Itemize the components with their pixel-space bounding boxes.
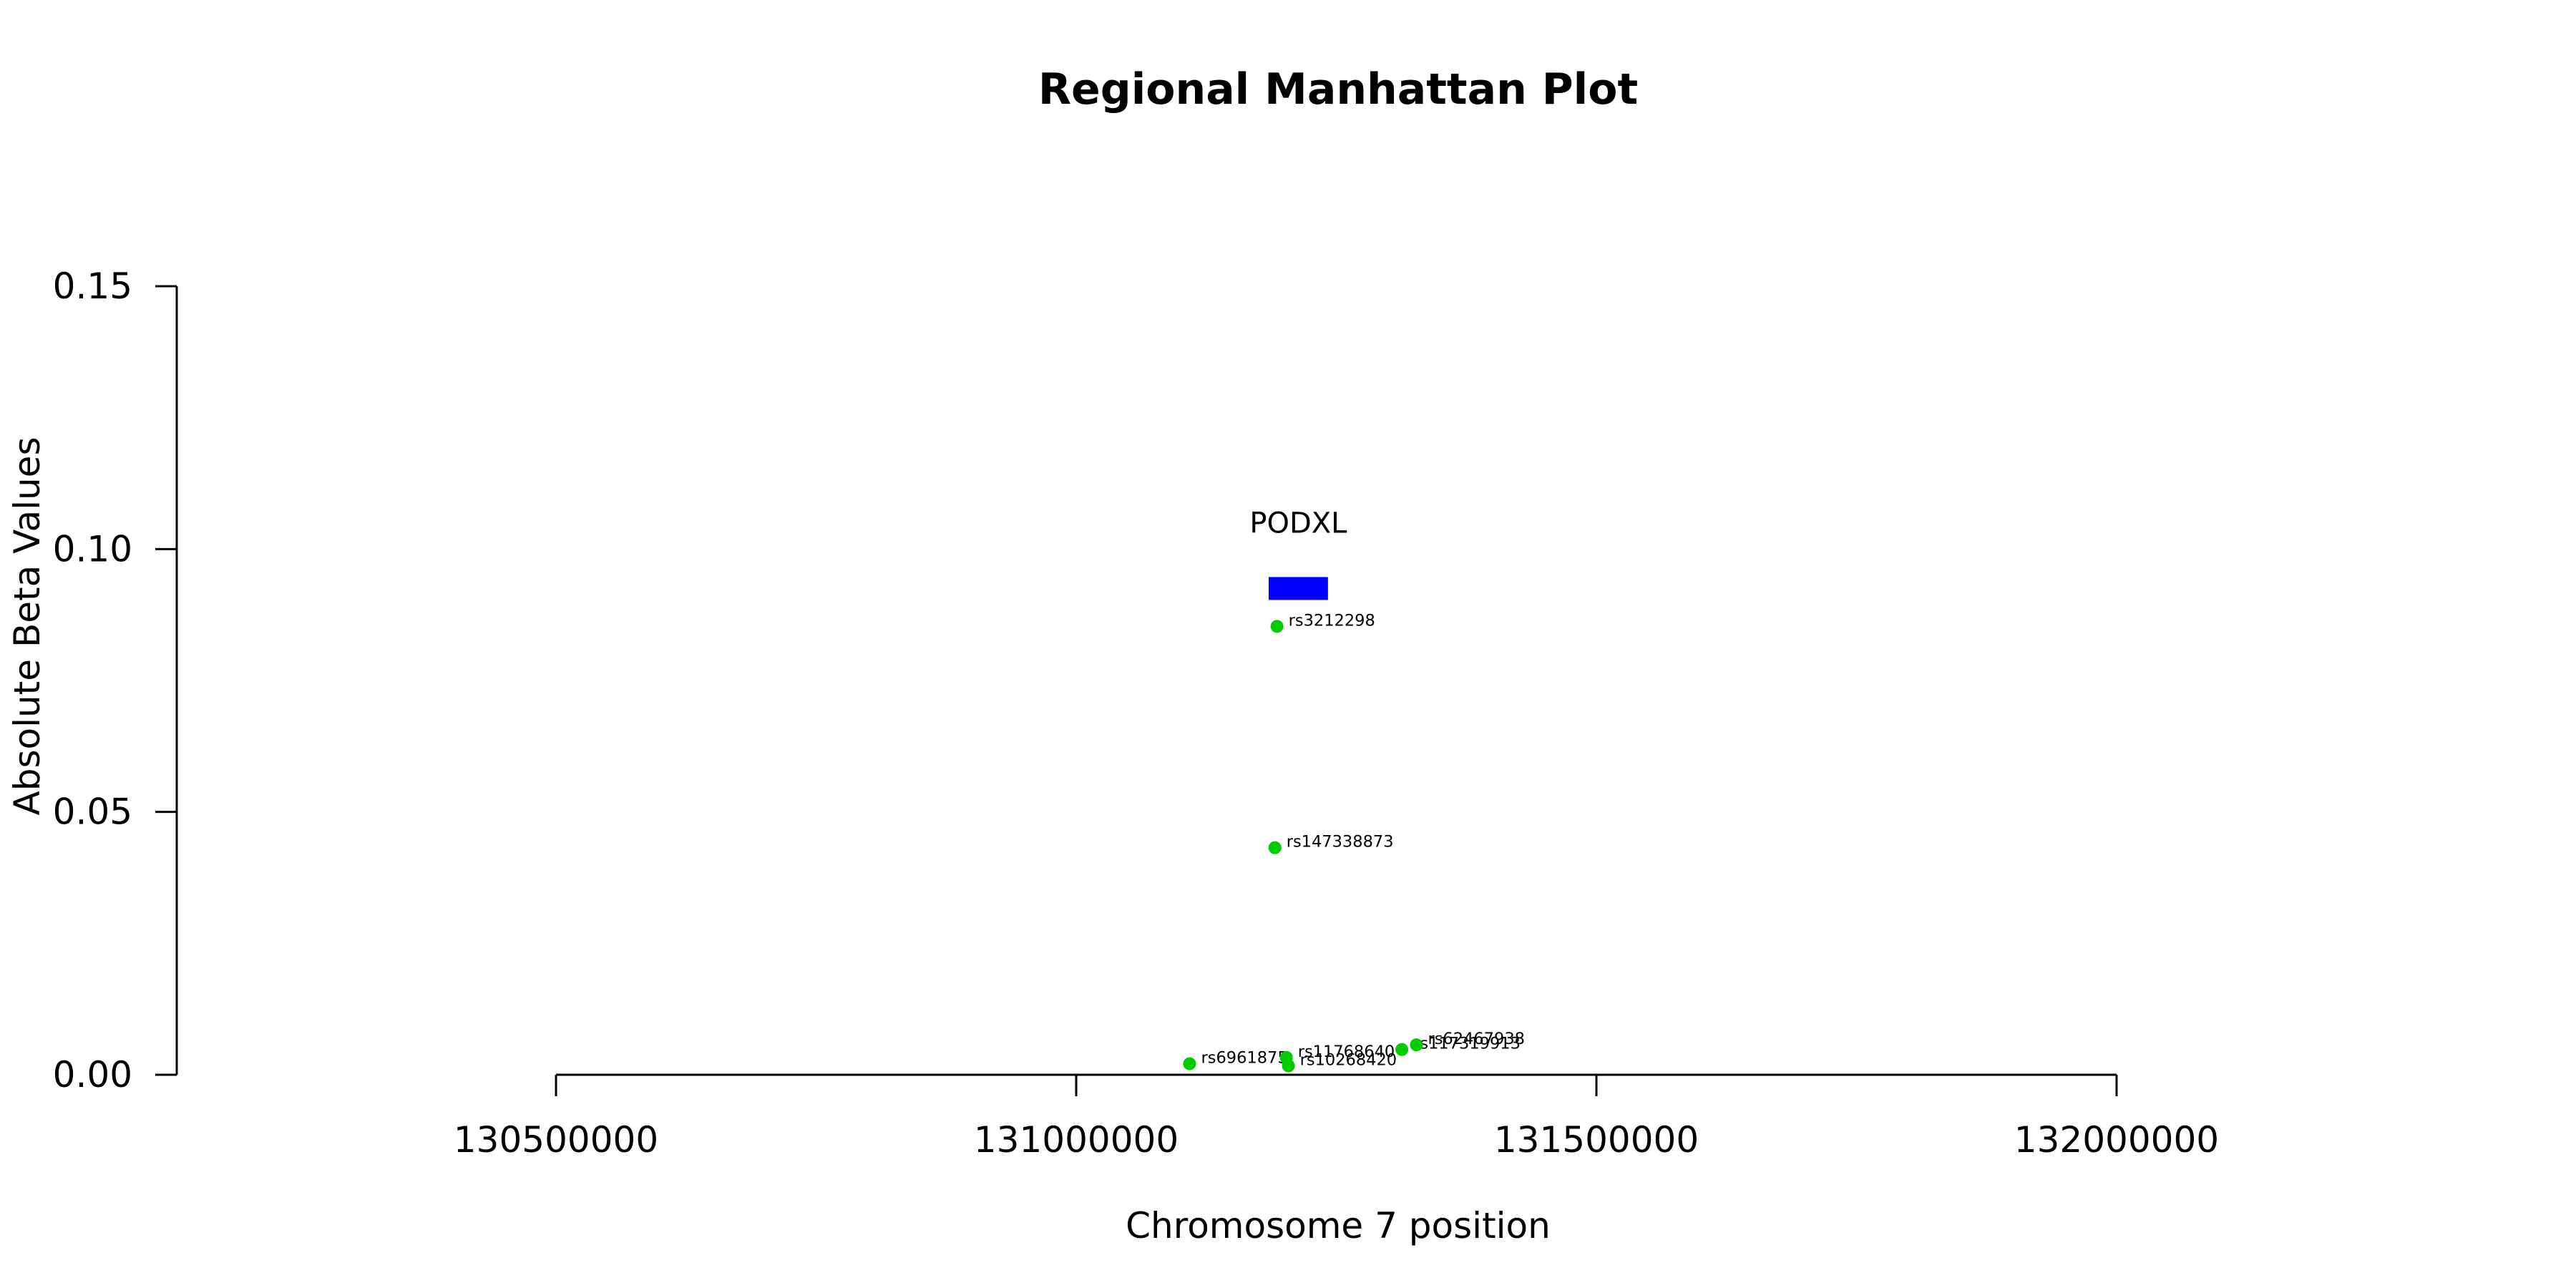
snp-label: rs117319913	[1413, 1035, 1521, 1053]
snp-label: rs11768640	[1298, 1043, 1395, 1061]
snp-label: rs6961875	[1201, 1049, 1287, 1068]
x-axis-label: Chromosome 7 position	[1126, 1205, 1551, 1246]
snp-label: rs3212298	[1289, 611, 1375, 630]
gene-bar	[1268, 577, 1328, 600]
snp-label: rs10268420	[1300, 1051, 1397, 1070]
snp-point	[1282, 1059, 1295, 1073]
y-axis-label: Absolute Beta Values	[6, 437, 48, 816]
gene-track: PODXL	[1249, 507, 1347, 600]
y-axis: 0.00 0.05 0.10 0.15	[53, 265, 178, 1096]
y-tick-label: 0.15	[53, 265, 132, 307]
x-tick-label: 130500000	[454, 1119, 658, 1161]
y-tick-label: 0.05	[53, 791, 132, 833]
gene-label: PODXL	[1249, 507, 1347, 540]
x-tick-label: 131000000	[974, 1119, 1179, 1161]
y-tick-label: 0.00	[53, 1054, 132, 1096]
y-tick-label: 0.10	[53, 528, 132, 570]
snp-point	[1268, 841, 1282, 854]
snp-point	[1183, 1057, 1196, 1070]
x-tick-label: 131500000	[1494, 1119, 1699, 1161]
snp-point	[1410, 1038, 1423, 1052]
x-tick-label: 132000000	[2014, 1119, 2219, 1161]
snp-point	[1395, 1043, 1409, 1056]
chart-title: Regional Manhattan Plot	[1038, 64, 1638, 114]
snp-point	[1270, 620, 1284, 633]
snp-label: rs147338873	[1287, 833, 1394, 852]
x-axis: 130500000 131000000 131500000 132000000	[454, 1073, 2219, 1161]
snp-label: rs62467938	[1428, 1030, 1525, 1048]
